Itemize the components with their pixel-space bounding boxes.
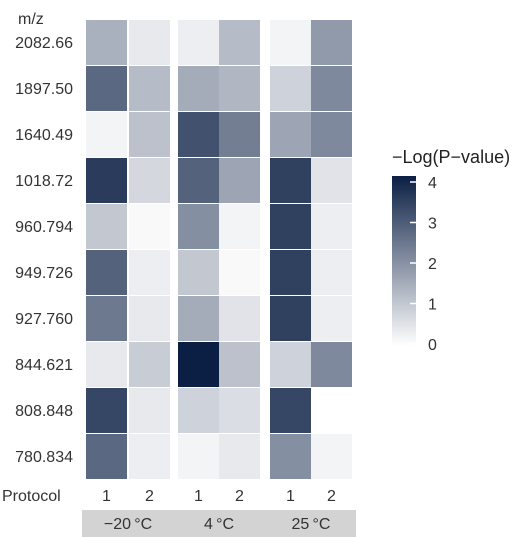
row-label: 808.848: [15, 403, 73, 420]
heatmap-cell: [219, 66, 260, 111]
heatmap-cell: [129, 250, 170, 295]
row-labels: 2082.66 1897.50 1640.49 1018.72 960.794 949.7…: [15, 35, 73, 466]
heatmap-cell: [86, 20, 127, 65]
heatmap-cell: [86, 66, 127, 111]
heatmap-cell: [270, 158, 311, 203]
legend-tick-label: 0: [428, 337, 437, 354]
row-label: 949.726: [15, 265, 73, 282]
heatmap-cell: [270, 112, 311, 157]
row-label: 2082.66: [15, 35, 73, 52]
protocol-label: 2: [145, 488, 154, 505]
heatmap-cells: [86, 20, 352, 479]
heatmap-cell: [86, 158, 127, 203]
row-label: 1018.72: [15, 173, 73, 190]
row-label: 1640.49: [15, 127, 73, 144]
row-label: 927.760: [15, 311, 73, 328]
legend-tick-label: 3: [428, 216, 437, 233]
protocol-label: 2: [235, 488, 244, 505]
heatmap-cell: [311, 112, 352, 157]
heatmap-cell: [270, 296, 311, 341]
heatmap-cell: [129, 204, 170, 249]
heatmap-cell: [270, 20, 311, 65]
x-axis-title: Protocol: [2, 488, 61, 505]
heatmap-cell: [178, 66, 219, 111]
heatmap-cell: [270, 434, 311, 479]
heatmap-cell: [311, 342, 352, 387]
heatmap-cell: [129, 434, 170, 479]
heatmap-cell: [178, 388, 219, 433]
legend-tick-label: 4: [428, 175, 437, 192]
row-label: 780.834: [15, 449, 73, 466]
heatmap-cell: [219, 204, 260, 249]
heatmap-cell: [311, 158, 352, 203]
heatmap-cell: [86, 250, 127, 295]
heatmap-cell: [270, 204, 311, 249]
heatmap-cell: [311, 296, 352, 341]
heatmap-cell: [86, 342, 127, 387]
heatmap-cell: [219, 250, 260, 295]
heatmap-cell: [311, 66, 352, 111]
legend-title: −Log(P−value): [392, 147, 510, 167]
heatmap-cell: [129, 296, 170, 341]
heatmap-cell: [178, 342, 219, 387]
temperature-label: −20 °C: [104, 516, 152, 533]
heatmap-cell: [129, 20, 170, 65]
heatmap-cell: [270, 66, 311, 111]
heatmap-cell: [178, 204, 219, 249]
temperature-label: 4 °C: [204, 516, 234, 533]
heatmap-cell: [219, 112, 260, 157]
heatmap-cell: [178, 158, 219, 203]
heatmap-cell: [219, 434, 260, 479]
heatmap-cell: [86, 434, 127, 479]
heatmap-cell: [219, 342, 260, 387]
heatmap-cell: [86, 112, 127, 157]
protocol-label: 1: [102, 488, 111, 505]
heatmap-cell: [311, 204, 352, 249]
heatmap-cell: [219, 158, 260, 203]
protocol-label: 1: [286, 488, 295, 505]
heatmap-cell: [178, 250, 219, 295]
row-label: 960.794: [15, 219, 73, 236]
protocol-label: 2: [327, 488, 336, 505]
heatmap-cell: [129, 388, 170, 433]
protocol-labels: 1 2 1 2 1 2: [102, 488, 336, 505]
row-label: 1897.50: [15, 81, 73, 98]
heatmap-cell: [178, 434, 219, 479]
legend-tick-label: 2: [428, 256, 437, 273]
heatmap-cell: [219, 20, 260, 65]
heatmap-cell: [86, 204, 127, 249]
heatmap-cell: [178, 296, 219, 341]
protocol-label: 1: [194, 488, 203, 505]
heatmap-cell: [219, 296, 260, 341]
temperature-label: 25 °C: [292, 516, 331, 533]
temperature-strip: [82, 510, 356, 537]
heatmap-cell: [129, 66, 170, 111]
heatmap-cell: [86, 388, 127, 433]
heatmap-cell: [178, 112, 219, 157]
heatmap-cell: [270, 250, 311, 295]
heatmap-cell: [86, 296, 127, 341]
heatmap-cell: [270, 388, 311, 433]
heatmap-cell: [311, 388, 352, 433]
heatmap-cell: [129, 342, 170, 387]
legend-colorbar: [392, 176, 416, 346]
temperature-labels: −20 °C 4 °C 25 °C: [104, 516, 331, 533]
heatmap-cell: [311, 20, 352, 65]
heatmap-cell: [311, 434, 352, 479]
heatmap-cell: [178, 20, 219, 65]
legend-ticks: 4 3 2 1 0: [410, 175, 437, 354]
heatmap-cell: [219, 388, 260, 433]
row-label: 844.621: [15, 357, 73, 374]
legend-tick-label: 1: [428, 297, 437, 314]
heatmap-cell: [129, 158, 170, 203]
heatmap-cell: [311, 250, 352, 295]
y-axis-title: m/z: [18, 11, 44, 28]
heatmap-cell: [129, 112, 170, 157]
heatmap-cell: [270, 342, 311, 387]
